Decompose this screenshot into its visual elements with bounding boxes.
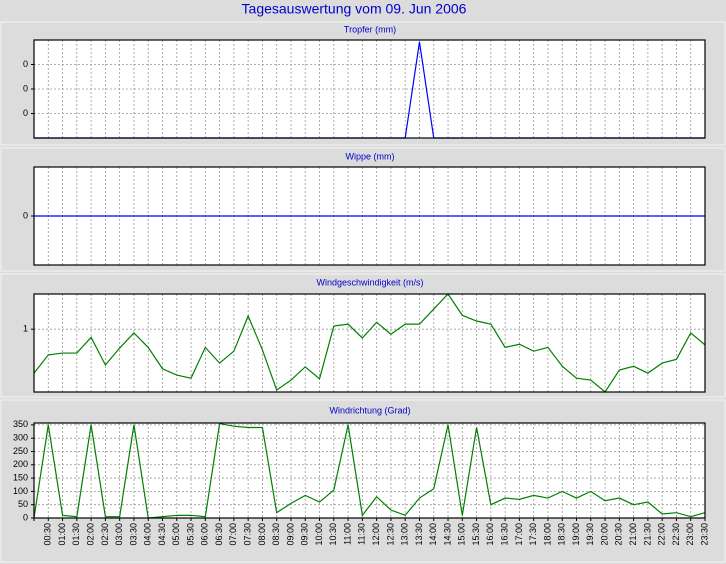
x-tick-label: 23:00 <box>685 523 695 546</box>
data-line <box>33 422 706 519</box>
y-tick-label: 150 <box>13 472 28 482</box>
x-tick-label: 02:30 <box>100 523 110 546</box>
x-tick-label: 20:30 <box>614 523 624 546</box>
x-tick-label: 15:30 <box>471 523 481 546</box>
x-tick-label: 01:30 <box>71 523 81 546</box>
y-tick-label: 0 <box>23 210 28 220</box>
x-tick-label: 16:00 <box>485 523 495 546</box>
x-tick-label: 12:30 <box>385 523 395 546</box>
x-tick-label: 22:30 <box>671 523 681 546</box>
x-tick-label: 05:00 <box>171 523 181 546</box>
x-tick-label: 11:30 <box>357 523 367 545</box>
x-tick-label: 04:30 <box>157 523 167 546</box>
x-tick-label: 06:00 <box>200 523 210 546</box>
x-tick-label: 11:00 <box>342 523 352 545</box>
y-tick-label: 0 <box>23 59 28 69</box>
data-line <box>33 293 706 393</box>
page-title: Tagesauswertung vom 09. Jun 2006 <box>242 1 467 17</box>
x-tick-label: 03:30 <box>128 523 138 546</box>
x-tick-label: 05:30 <box>185 523 195 546</box>
x-tick-label: 13:00 <box>400 523 410 546</box>
x-tick-label: 17:00 <box>514 523 524 546</box>
x-tick-label: 14:00 <box>428 523 438 546</box>
chart-title: Windrichtung (Grad) <box>329 405 410 415</box>
x-tick-label: 17:30 <box>528 523 538 546</box>
x-tick-label: 12:00 <box>371 523 381 546</box>
x-tick-label: 16:30 <box>500 523 510 546</box>
y-tick-label: 0 <box>23 512 28 522</box>
y-tick-label: 50 <box>18 499 28 509</box>
y-tick-label: 350 <box>13 419 28 429</box>
x-tick-label: 10:30 <box>328 523 338 546</box>
plot-area <box>34 294 705 392</box>
x-tick-label: 18:30 <box>557 523 567 546</box>
x-tick-label: 07:00 <box>228 523 238 546</box>
plot-frame <box>33 166 706 266</box>
chart-title: Tropfer (mm) <box>344 24 396 34</box>
x-tick-label: 20:00 <box>599 523 609 546</box>
y-tick-label: 250 <box>13 446 28 456</box>
y-tick-label: 0 <box>23 83 28 93</box>
x-tick-label: 18:00 <box>542 523 552 546</box>
x-tick-label: 15:00 <box>457 523 467 546</box>
x-tick-label: 23:30 <box>699 523 709 546</box>
x-tick-label: 21:30 <box>642 523 652 546</box>
plot-area <box>34 40 705 138</box>
y-tick-label: 1 <box>23 324 28 334</box>
x-tick-label: 08:00 <box>257 523 267 546</box>
plot-frame <box>33 422 706 519</box>
x-tick-label: 22:00 <box>657 523 667 546</box>
x-tick-label: 13:30 <box>414 523 424 546</box>
x-tick-label: 09:00 <box>285 523 295 546</box>
y-tick-label: 0 <box>23 108 28 118</box>
x-tick-label: 00:30 <box>43 523 53 546</box>
chart-title: Windgeschwindigkeit (m/s) <box>316 277 423 287</box>
x-tick-label: 21:00 <box>628 523 638 546</box>
y-tick-label: 300 <box>13 433 28 443</box>
plot-frame <box>33 39 706 139</box>
x-tick-label: 19:00 <box>571 523 581 546</box>
plot-frame <box>33 293 706 393</box>
plot-area <box>34 423 705 518</box>
y-tick-label: 200 <box>13 459 28 469</box>
chart-title: Wippe (mm) <box>346 151 395 161</box>
x-tick-label: 01:00 <box>57 523 67 546</box>
x-tick-label: 02:00 <box>85 523 95 546</box>
x-tick-label: 08:30 <box>271 523 281 546</box>
x-tick-label: 19:30 <box>585 523 595 546</box>
y-tick-label: 100 <box>13 486 28 496</box>
x-tick-label: 04:00 <box>143 523 153 546</box>
x-tick-label: 03:00 <box>114 523 124 546</box>
x-tick-label: 07:30 <box>243 523 253 546</box>
x-tick-label: 06:30 <box>214 523 224 546</box>
x-tick-label: 09:30 <box>300 523 310 546</box>
x-tick-label: 10:00 <box>314 523 324 546</box>
x-tick-label: 14:30 <box>442 523 452 546</box>
